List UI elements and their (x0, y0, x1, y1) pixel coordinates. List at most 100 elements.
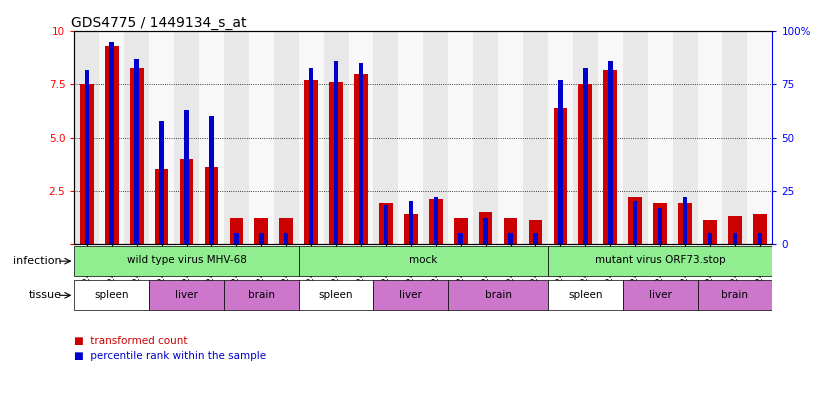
Bar (404, 214, 418, 244)
Text: ■  transformed count: ■ transformed count (74, 336, 188, 345)
Bar (234, 233, 239, 244)
Bar (578, 84, 592, 244)
Bar (304, 80, 318, 244)
Bar (99, 31, 124, 244)
Bar (180, 159, 193, 244)
Bar (583, 68, 587, 244)
Bar (723, 31, 748, 244)
Bar (548, 31, 573, 244)
Bar (623, 280, 697, 310)
Text: mutant virus ORF73.stop: mutant virus ORF73.stop (595, 255, 725, 266)
Text: mock: mock (409, 255, 438, 266)
Bar (423, 31, 449, 244)
Bar (154, 169, 169, 244)
Bar (598, 31, 623, 244)
Bar (259, 233, 263, 244)
Bar (224, 280, 299, 310)
Bar (249, 31, 273, 244)
Bar (608, 61, 613, 244)
Text: spleen: spleen (94, 290, 129, 300)
Bar (330, 83, 343, 244)
Bar (130, 68, 144, 244)
Bar (757, 233, 762, 244)
Bar (354, 74, 368, 244)
Bar (150, 31, 174, 244)
Bar (74, 280, 150, 310)
Bar (697, 280, 772, 310)
Bar (548, 246, 772, 276)
Bar (159, 121, 164, 244)
Bar (553, 108, 567, 244)
Bar (523, 31, 548, 244)
Text: brain: brain (248, 290, 275, 300)
Bar (703, 220, 717, 244)
Bar (205, 167, 218, 244)
Bar (74, 31, 99, 244)
Bar (230, 218, 243, 244)
Bar (324, 31, 349, 244)
Bar (453, 218, 468, 244)
Bar (449, 31, 473, 244)
Text: liver: liver (648, 290, 672, 300)
Bar (429, 199, 443, 244)
Text: tissue: tissue (29, 290, 62, 300)
Text: brain: brain (485, 290, 511, 300)
Bar (309, 68, 313, 244)
Bar (653, 203, 667, 244)
Text: liver: liver (400, 290, 422, 300)
Bar (508, 233, 513, 244)
Bar (349, 31, 373, 244)
Bar (728, 216, 742, 244)
Bar (373, 280, 449, 310)
Bar (657, 208, 662, 244)
Bar (80, 84, 93, 244)
Bar (558, 80, 563, 244)
Bar (708, 233, 712, 244)
Bar (534, 233, 538, 244)
Bar (398, 31, 424, 244)
Text: GDS4775 / 1449134_s_at: GDS4775 / 1449134_s_at (71, 17, 246, 30)
Bar (753, 214, 767, 244)
Bar (199, 31, 224, 244)
Bar (124, 31, 150, 244)
Text: liver: liver (175, 290, 198, 300)
Text: ■  percentile rank within the sample: ■ percentile rank within the sample (74, 351, 267, 361)
Bar (573, 31, 598, 244)
Bar (479, 212, 492, 244)
Bar (334, 61, 339, 244)
Text: infection: infection (13, 256, 62, 266)
Bar (373, 31, 398, 244)
Bar (105, 46, 119, 244)
Bar (254, 218, 268, 244)
Text: spleen: spleen (319, 290, 354, 300)
Bar (449, 280, 548, 310)
Bar (299, 246, 548, 276)
Bar (358, 63, 363, 244)
Bar (174, 31, 199, 244)
Bar (529, 220, 543, 244)
Bar (84, 70, 89, 244)
Bar (273, 31, 299, 244)
Bar (748, 31, 772, 244)
Bar (548, 280, 623, 310)
Bar (224, 31, 249, 244)
Bar (648, 31, 672, 244)
Bar (384, 206, 388, 244)
Text: brain: brain (721, 290, 748, 300)
Bar (504, 218, 517, 244)
Bar (74, 246, 299, 276)
Bar (299, 280, 373, 310)
Bar (379, 203, 393, 244)
Bar (284, 233, 288, 244)
Bar (683, 197, 687, 244)
Bar (150, 280, 224, 310)
Bar (110, 42, 114, 244)
Bar (184, 110, 189, 244)
Bar (279, 218, 293, 244)
Text: spleen: spleen (568, 290, 603, 300)
Bar (458, 233, 463, 244)
Bar (299, 31, 324, 244)
Bar (409, 201, 413, 244)
Bar (135, 59, 139, 244)
Bar (629, 197, 642, 244)
